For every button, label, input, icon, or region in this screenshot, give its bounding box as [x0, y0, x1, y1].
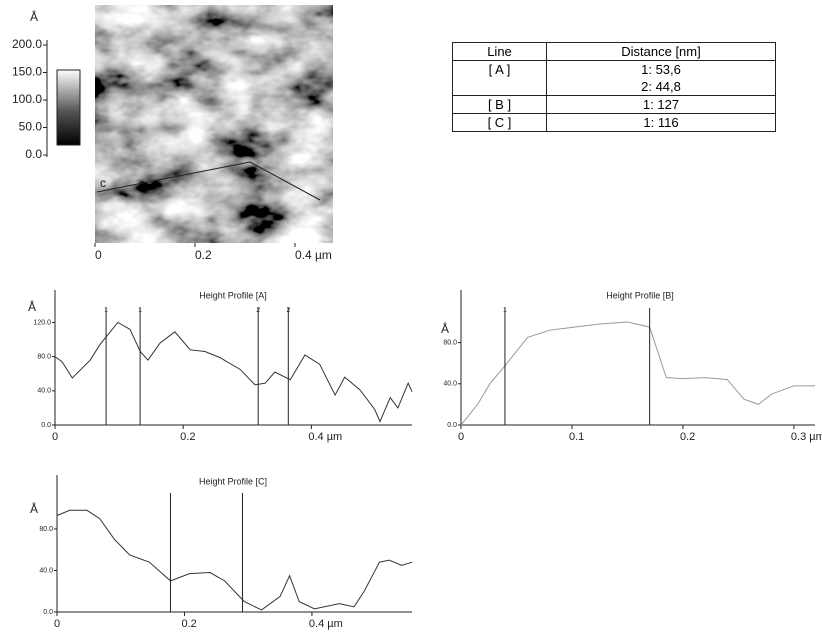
- afm-image: [95, 5, 333, 243]
- x-tick-label: 0.4 µm: [295, 248, 332, 262]
- cursor-label: 1: [138, 307, 142, 314]
- cursor-label: 2: [286, 307, 290, 314]
- x-tick-label: 0: [54, 618, 60, 630]
- y-tick-label: 80.0: [39, 526, 53, 533]
- colorbar-tick-label: 200.0: [12, 37, 42, 51]
- x-tick-label: 0.4 µm: [309, 618, 343, 630]
- x-tick-label: 0.2: [195, 248, 212, 262]
- y-tick-label: 120.0: [33, 319, 51, 326]
- distance-table: Line Distance [nm] [ A ] 1: 53,6 2: 44,8 [ …: [452, 42, 776, 132]
- chart-title: Height Profile [A]: [199, 290, 267, 300]
- x-tick-label: 0.2: [180, 431, 195, 443]
- profile-line: [249, 161, 321, 201]
- distance: 1: 127: [642, 97, 680, 112]
- y-axis-label: Å: [441, 321, 449, 336]
- header-cell: Line: [452, 42, 547, 61]
- distance: 1: 116: [643, 115, 679, 130]
- colorbar-tick-label: 100.0: [12, 92, 42, 106]
- x-tick-label: 0: [458, 431, 464, 443]
- header-cell: Distance [nm]: [546, 42, 776, 61]
- profile-line: [460, 321, 815, 426]
- colorbar-tick-label: 150.0: [12, 65, 42, 79]
- x-tick-label: 0.4 µm: [308, 431, 342, 443]
- y-tick-label: 40.0: [37, 388, 51, 395]
- colorbar-tick-label: 0.0: [25, 147, 42, 161]
- profile-line: [56, 509, 413, 611]
- y-tick-label: 80.0: [37, 353, 51, 360]
- x-tick-label: 0: [52, 431, 58, 443]
- x-tick-label: 0.1: [569, 431, 584, 443]
- line-label: c: [100, 176, 106, 190]
- x-tick-label: 0: [95, 248, 102, 262]
- line-cell: [ C ]: [452, 113, 547, 132]
- y-tick-label: 80.0: [443, 339, 457, 346]
- distance: 1: 53,6: [641, 62, 681, 77]
- y-tick-label: 0.0: [43, 609, 53, 616]
- line-cell: [ A ]: [452, 60, 547, 96]
- distance: 2: 44,8: [641, 79, 681, 94]
- cursor-label: 1: [503, 307, 507, 314]
- distance-cell: 1: 127: [546, 95, 776, 114]
- cursor-label: 2: [256, 307, 260, 314]
- chart-title: Height Profile [B]: [606, 290, 674, 300]
- profile-line: [96, 161, 251, 193]
- colorbar: [56, 69, 81, 146]
- chart-title: Height Profile [C]: [199, 476, 267, 486]
- y-tick-label: 0.0: [41, 422, 51, 429]
- y-axis-label: Å: [30, 501, 38, 516]
- colorbar-label: Å: [30, 9, 38, 24]
- y-axis-label: Å: [28, 299, 36, 314]
- y-tick-label: 40.0: [443, 381, 457, 388]
- distance-cell: 1: 116: [546, 113, 776, 132]
- x-tick-label: 0.2: [680, 431, 695, 443]
- x-tick-label: 0.3 µm: [791, 431, 822, 443]
- distance-cell: 1: 53,6 2: 44,8: [546, 60, 776, 96]
- profile-line: [54, 321, 413, 423]
- y-tick-label: 0.0: [447, 422, 457, 429]
- line-cell: [ B ]: [452, 95, 547, 114]
- y-tick-label: 40.0: [39, 567, 53, 574]
- x-tick-label: 0.2: [181, 618, 196, 630]
- colorbar-tick-label: 50.0: [19, 120, 43, 134]
- cursor-label: 1: [104, 307, 108, 314]
